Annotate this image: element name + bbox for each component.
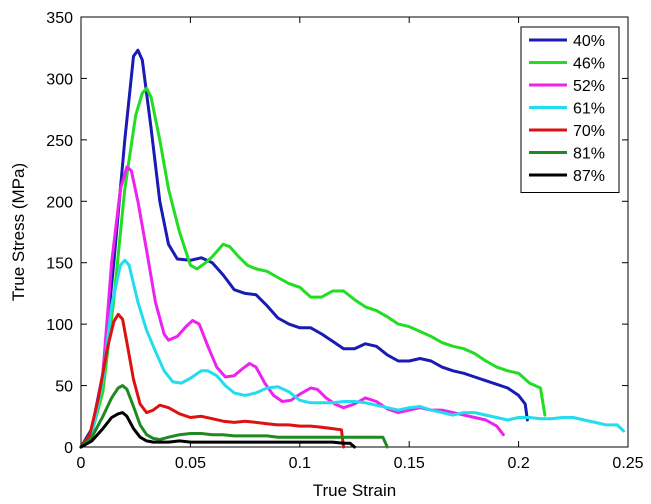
x-tick-label: 0.1	[289, 455, 311, 472]
x-axis-title: True Strain	[313, 481, 396, 500]
legend-label: 46%	[573, 56, 605, 73]
legend-label: 40%	[573, 33, 605, 50]
series-line-87pct	[79, 411, 356, 449]
y-tick-label: 150	[46, 256, 73, 273]
legend-frame	[520, 26, 620, 193]
y-tick-label: 350	[46, 10, 73, 27]
series-line-70pct	[79, 312, 346, 449]
y-tick-label: 100	[46, 317, 73, 334]
legend-label: 87%	[573, 168, 605, 185]
x-tick-label: 0	[77, 455, 86, 472]
x-tick-label: 0.15	[394, 455, 425, 472]
x-tick-label: 0.25	[612, 455, 643, 472]
series-line-40pct	[79, 48, 529, 449]
x-tick-label: 0.05	[175, 455, 206, 472]
legend-label: 52%	[573, 78, 605, 95]
y-tick-label: 300	[46, 71, 73, 88]
y-axis-title: True Stress (MPa)	[9, 163, 28, 301]
series-line-81pct	[79, 384, 389, 449]
series-layer	[79, 48, 626, 449]
tick-labels: 0 0.05 0.1 0.15 0.2 0.25 0 50 100 150 200 250 300 350	[46, 10, 643, 472]
series-line-46pct	[79, 86, 547, 449]
legend: 40% 46% 52% 61% 70% 81% 87%	[520, 26, 620, 193]
x-tick-label: 0.2	[507, 455, 529, 472]
ticks-layer	[80, 16, 629, 448]
y-tick-label: 50	[55, 379, 73, 396]
y-tick-label: 250	[46, 133, 73, 150]
y-tick-label: 0	[64, 440, 73, 457]
series-line-61pct	[79, 258, 626, 449]
legend-label: 61%	[573, 101, 605, 118]
y-tick-label: 200	[46, 194, 73, 211]
legend-label: 81%	[573, 146, 605, 163]
legend-label: 70%	[573, 123, 605, 140]
